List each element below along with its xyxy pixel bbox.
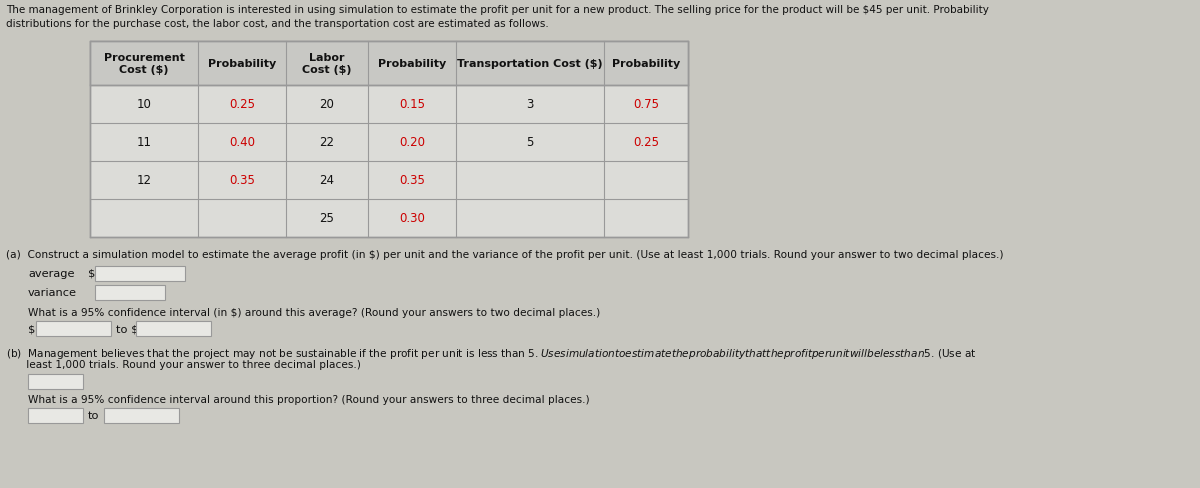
Text: average: average [28, 268, 74, 279]
Text: What is a 95% confidence interval (in $) around this average? (Round your answer: What is a 95% confidence interval (in $)… [28, 307, 600, 317]
Text: 10: 10 [137, 98, 151, 111]
Text: 0.75: 0.75 [634, 98, 659, 111]
Text: Probability: Probability [612, 59, 680, 69]
Text: 0.35: 0.35 [229, 174, 254, 187]
Text: 12: 12 [137, 174, 151, 187]
Text: $: $ [88, 268, 95, 279]
Text: 0.35: 0.35 [400, 174, 425, 187]
Bar [136, 321, 211, 336]
Text: 5: 5 [527, 136, 534, 149]
Bar [28, 374, 83, 389]
Text: 0.20: 0.20 [398, 136, 425, 149]
Text: 22: 22 [319, 136, 335, 149]
Text: 0.40: 0.40 [229, 136, 256, 149]
Text: 11: 11 [137, 136, 151, 149]
Bar [28, 408, 83, 423]
Text: (a)  Construct a simulation model to estimate the average profit (in $) per unit: (a) Construct a simulation model to esti… [6, 249, 1003, 260]
Text: Transportation Cost ($): Transportation Cost ($) [457, 59, 602, 69]
Text: (b)  Management believes that the project may not be sustainable if the profit p: (b) Management believes that the project… [6, 346, 977, 360]
Text: 0.30: 0.30 [400, 212, 425, 225]
Bar [95, 266, 185, 282]
Text: to: to [88, 410, 100, 420]
Text: 3: 3 [527, 98, 534, 111]
Text: Probability: Probability [378, 59, 446, 69]
Text: 0.25: 0.25 [634, 136, 659, 149]
Text: 0.25: 0.25 [229, 98, 256, 111]
Text: What is a 95% confidence interval around this proportion? (Round your answers to: What is a 95% confidence interval around… [28, 394, 589, 404]
Text: 20: 20 [319, 98, 335, 111]
Text: variance: variance [28, 287, 77, 297]
Bar [36, 321, 112, 336]
Bar [90, 42, 688, 238]
Text: 24: 24 [319, 174, 335, 187]
Text: 0.15: 0.15 [398, 98, 425, 111]
Bar [95, 285, 166, 301]
Text: The management of Brinkley Corporation is interested in using simulation to esti: The management of Brinkley Corporation i… [6, 5, 989, 15]
Text: Labor
Cost ($): Labor Cost ($) [302, 53, 352, 75]
Text: Probability: Probability [208, 59, 276, 69]
Text: to $: to $ [116, 324, 138, 333]
Bar [104, 408, 179, 423]
Text: least 1,000 trials. Round your answer to three decimal places.): least 1,000 trials. Round your answer to… [6, 359, 361, 369]
Bar [90, 42, 688, 86]
Text: $: $ [28, 324, 35, 333]
Text: Procurement
Cost ($): Procurement Cost ($) [103, 53, 185, 75]
Text: distributions for the purchase cost, the labor cost, and the transportation cost: distributions for the purchase cost, the… [6, 19, 548, 29]
Text: 25: 25 [319, 212, 335, 225]
